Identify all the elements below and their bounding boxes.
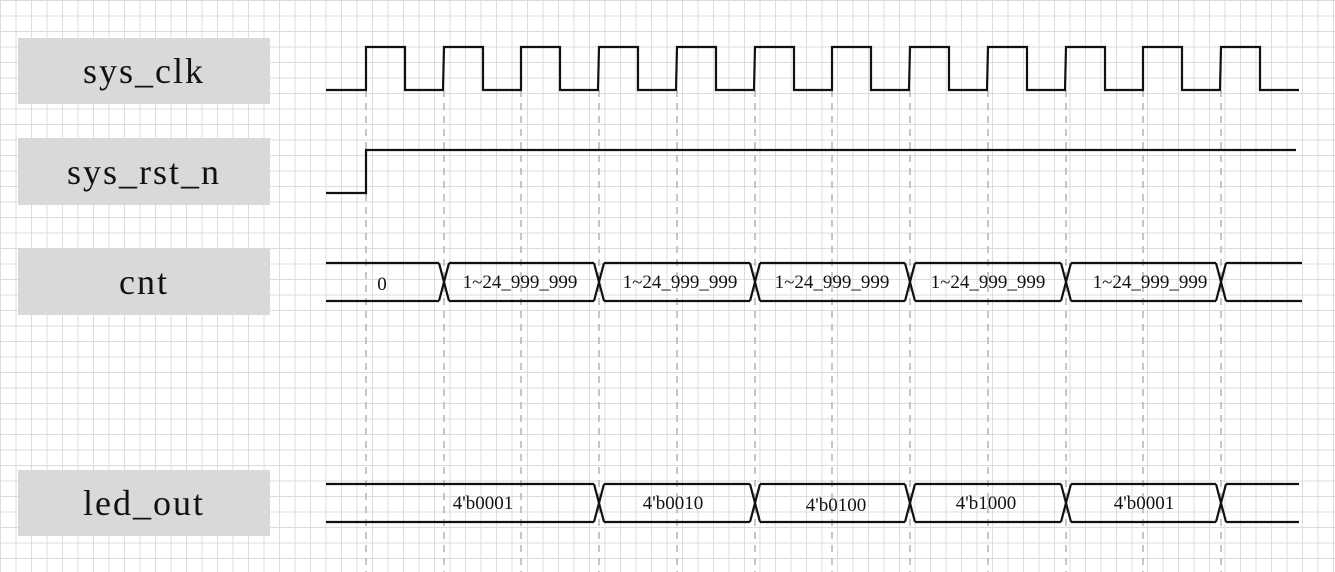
bus-value: 4'b1000 — [956, 493, 1016, 514]
led-out-bus: 4'b0001 4'b0010 4'b0100 4'b1000 4'b0001 — [326, 482, 1299, 524]
signal-label-led-out: led_out — [18, 470, 270, 536]
bus-transition — [1059, 262, 1073, 302]
sys-clk-waveform — [326, 45, 1299, 92]
bus-value: 1~24_999_999 — [931, 272, 1046, 293]
bus-value: 4'b0001 — [453, 493, 513, 514]
bus-transition — [748, 262, 762, 302]
bus-value: 0 — [377, 274, 387, 295]
signal-label-cnt: cnt — [18, 248, 270, 315]
bus-transition — [903, 262, 917, 302]
bus-transition — [1059, 483, 1073, 523]
bus-value: 4'b0010 — [643, 493, 703, 514]
bus-value: 4'b0100 — [806, 495, 866, 516]
bus-transition — [592, 483, 606, 523]
signal-name: led_out — [83, 483, 205, 523]
bus-transition — [592, 262, 606, 302]
bus-transition — [437, 262, 451, 302]
bus-value: 1~24_999_999 — [775, 272, 890, 293]
bus-transition — [748, 483, 762, 523]
sys-rst-n-waveform — [326, 148, 1296, 195]
bus-value: 1~24_999_999 — [1093, 272, 1208, 293]
bus-value: 4'b0001 — [1114, 493, 1174, 514]
bus-transition — [1214, 483, 1228, 523]
signal-label-sys-clk: sys_clk — [18, 38, 270, 104]
signal-name: sys_rst_n — [66, 151, 222, 192]
signal-name: cnt — [119, 261, 169, 302]
cnt-bus: 0 1~24_999_999 1~24_999_999 1~24_999_999 1~2… — [326, 261, 1302, 303]
signal-label-sys-rst-n: sys_rst_n — [18, 138, 270, 205]
bus-value: 1~24_999_999 — [623, 272, 738, 293]
bus-value: 1~24_999_999 — [463, 272, 578, 293]
bus-transition — [903, 483, 917, 523]
signal-name: sys_clk — [83, 51, 205, 91]
bus-transition — [1214, 262, 1228, 302]
